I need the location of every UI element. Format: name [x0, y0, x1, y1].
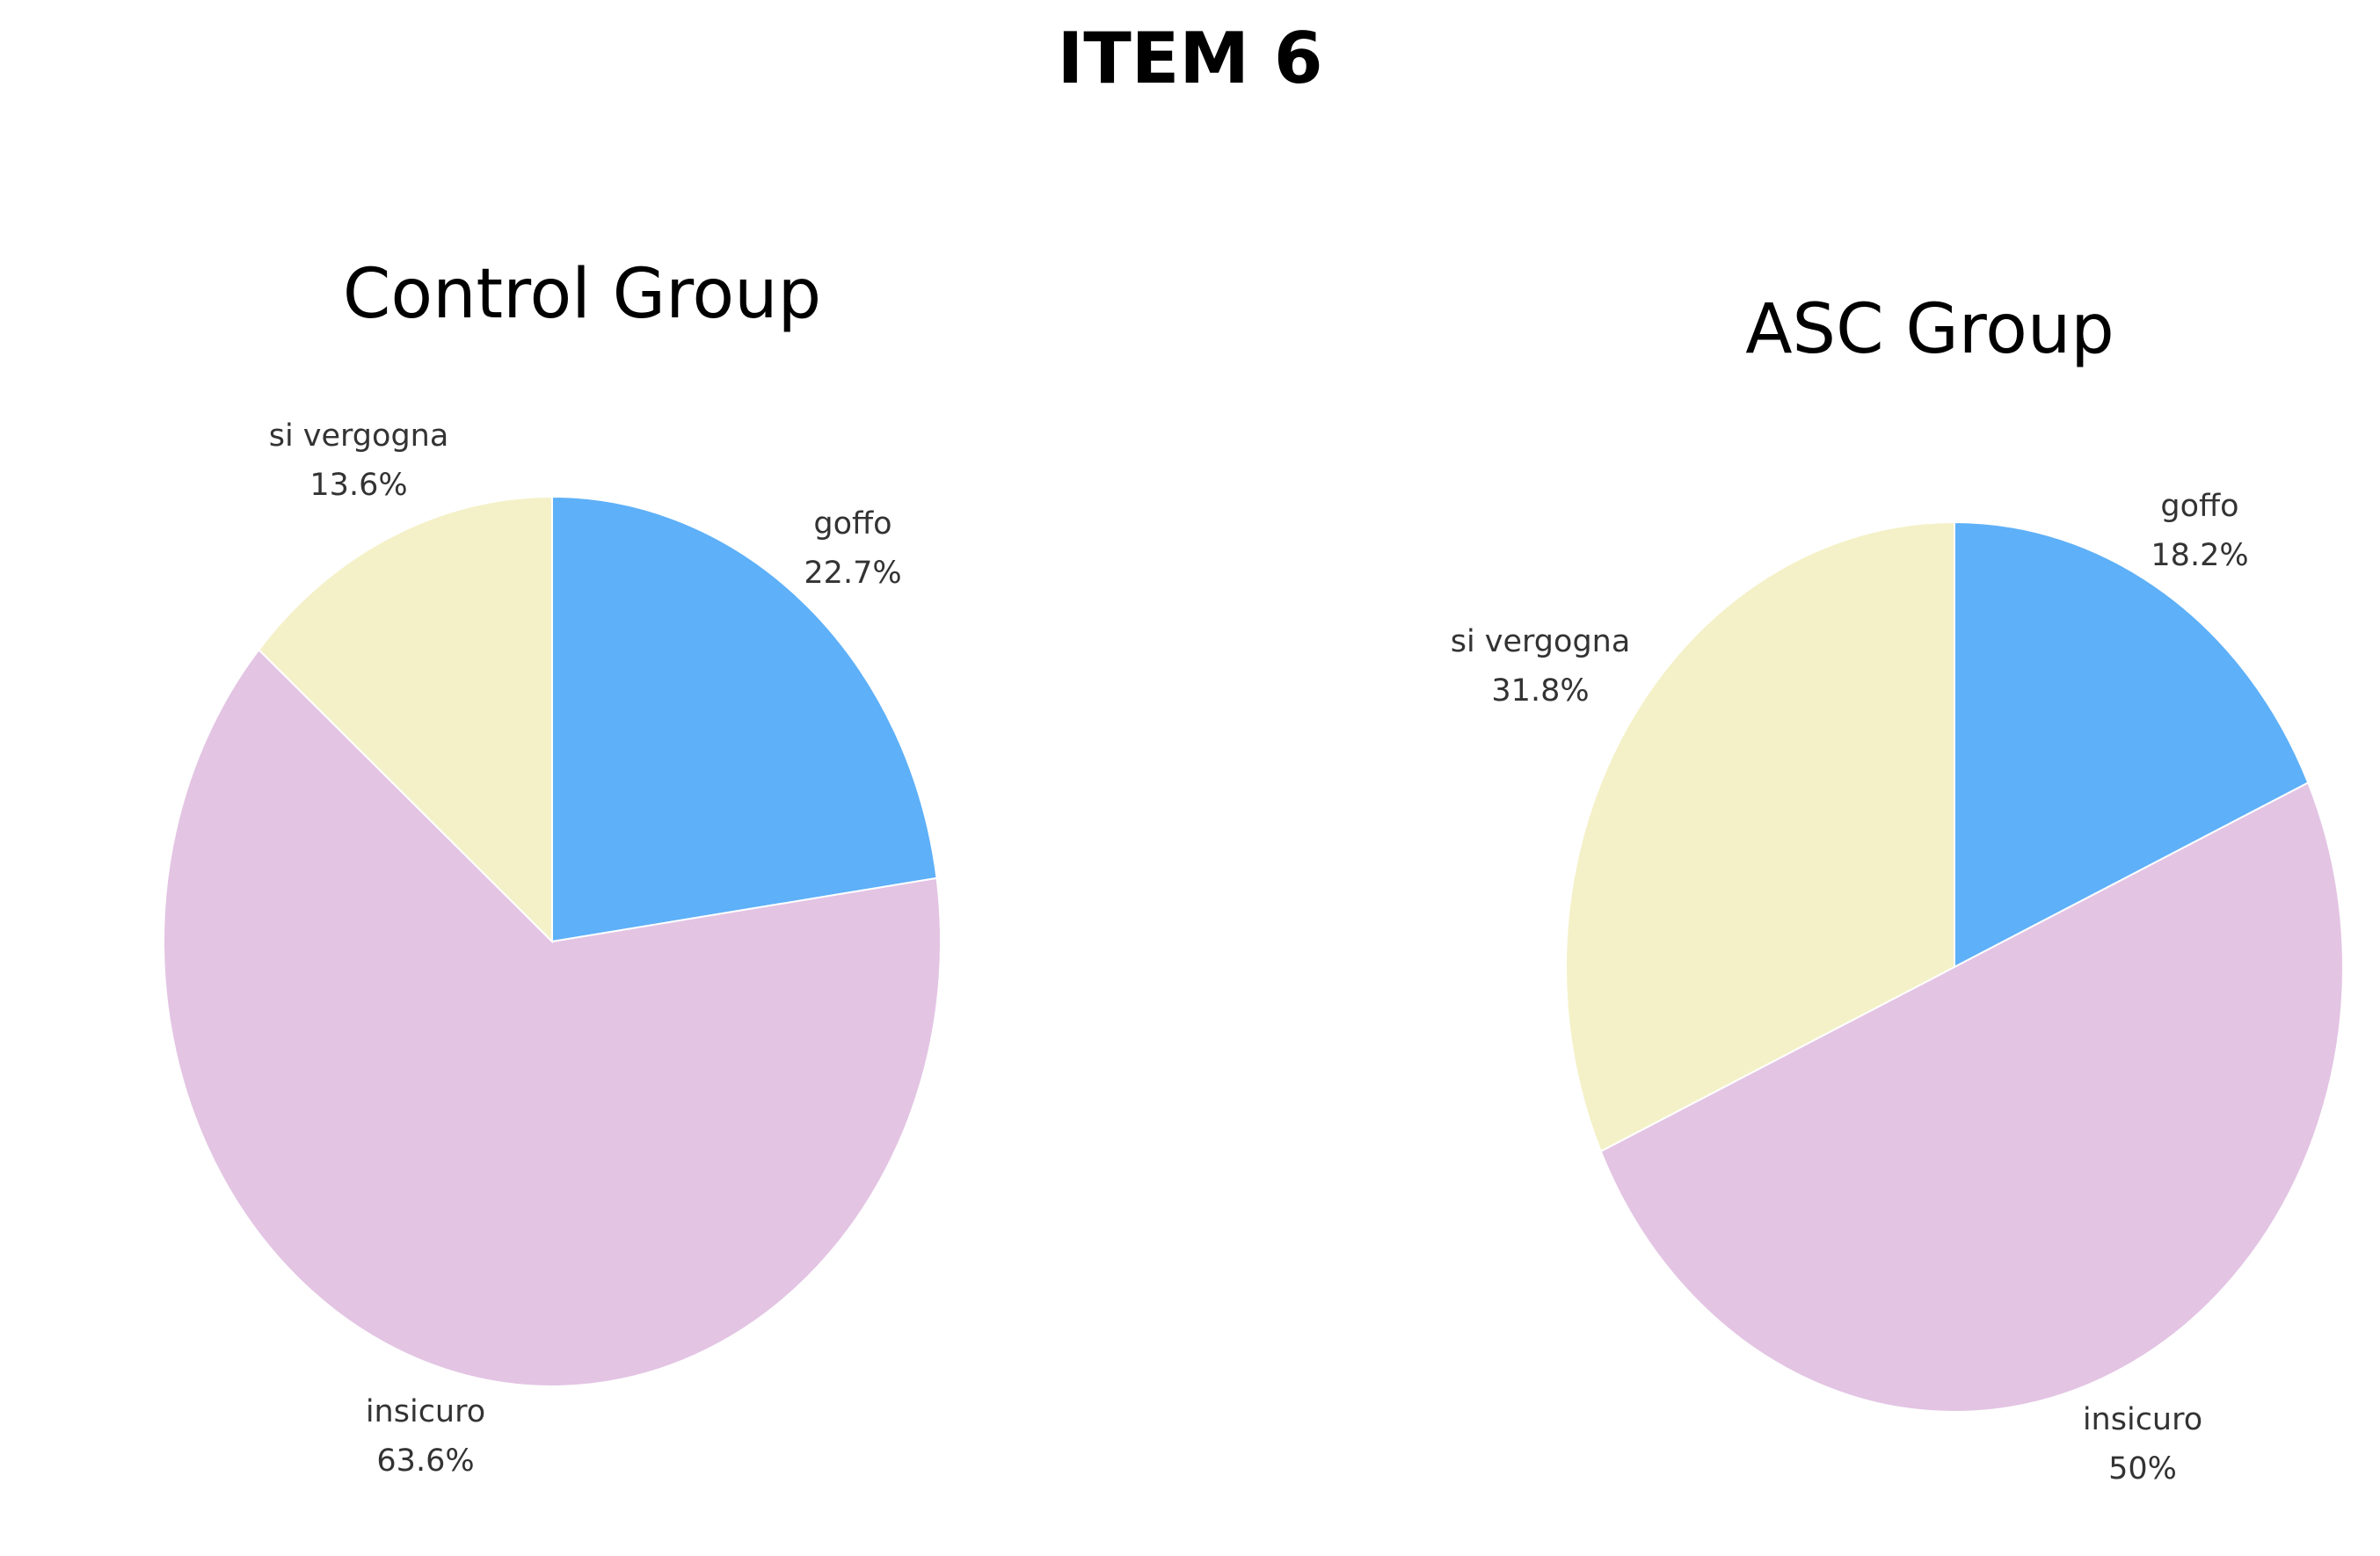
label-name: goffo: [813, 506, 892, 542]
label-name: insicuro: [365, 1394, 486, 1429]
pie-slice-goffo: [1954, 520, 2310, 969]
asc-label-si-vergogna: si vergogna 31.8%: [1408, 617, 1672, 716]
label-pct: 31.8%: [1491, 673, 1590, 709]
label-pct: 22.7%: [804, 556, 902, 591]
control-label-goffo: goffo 22.7%: [721, 499, 985, 598]
pie-slice-insicuro: [163, 648, 942, 1387]
label-name: insicuro: [2082, 1402, 2203, 1437]
label-pct: 13.6%: [309, 468, 408, 503]
pie-slice-si-vergogna: [258, 495, 553, 944]
label-name: si vergogna: [268, 418, 449, 454]
pie-slice-goffo: [551, 495, 938, 943]
control-chart-title: Control Group: [342, 255, 822, 334]
label-pct: 18.2%: [2151, 538, 2249, 573]
figure-title: ITEM 6: [1057, 18, 1323, 99]
asc-chart-title: ASC Group: [1745, 290, 2114, 369]
control-pie: [163, 495, 942, 1387]
control-label-insicuro: insicuro 63.6%: [294, 1387, 557, 1486]
label-name: si vergogna: [1450, 624, 1631, 659]
label-pct: 50%: [2108, 1451, 2177, 1487]
asc-label-insicuro: insicuro 50%: [2011, 1395, 2274, 1494]
pie-slice-insicuro: [1599, 781, 2344, 1413]
label-pct: 63.6%: [376, 1443, 475, 1479]
asc-label-goffo: goffo 18.2%: [2068, 482, 2332, 580]
control-label-si-vergogna: si vergogna 13.6%: [227, 411, 491, 510]
asc-pie: [1565, 520, 2344, 1413]
pie-slice-si-vergogna: [1565, 520, 1955, 1153]
label-name: goffo: [2160, 489, 2239, 524]
